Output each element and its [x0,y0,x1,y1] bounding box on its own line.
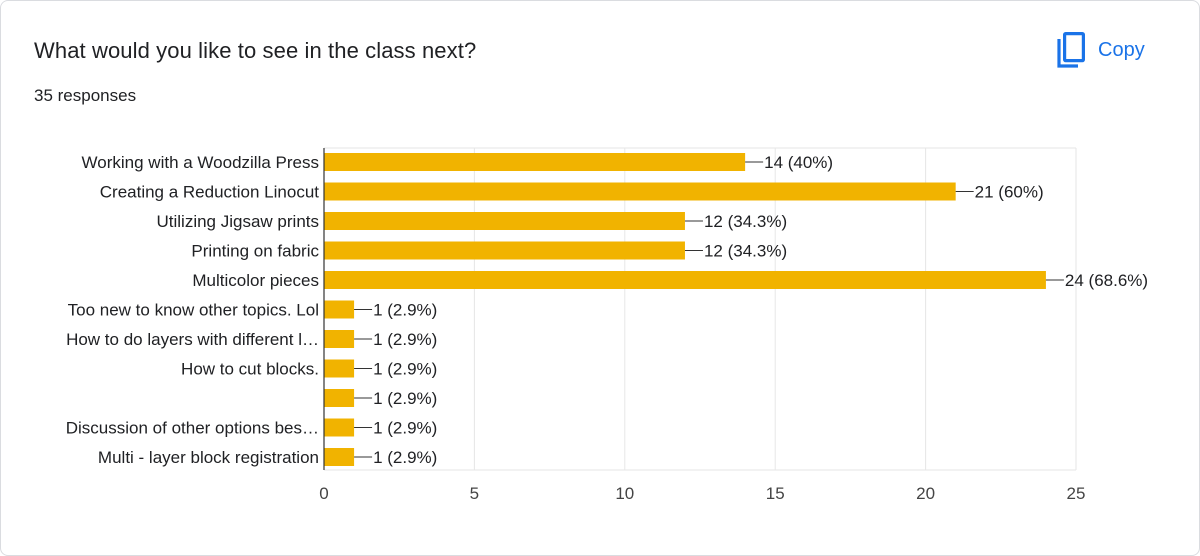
bar [324,212,685,230]
copy-label: Copy [1098,38,1145,61]
x-tick-label: 0 [319,484,328,503]
category-label: Multicolor pieces [192,271,319,290]
response-count: 35 responses [34,86,137,105]
bar [324,448,355,466]
bar [324,182,956,201]
category-label: Printing on fabric [191,242,319,261]
category-label: Utilizing Jigsaw prints [157,212,320,231]
bar [324,241,685,260]
x-tick-label: 25 [1067,484,1086,503]
value-label: 21 (60%) [975,183,1044,202]
bar [324,153,746,171]
bar [324,359,355,378]
value-label: 1 (2.9%) [373,301,437,320]
bar [324,330,355,348]
bar [324,418,355,437]
x-tick-label: 5 [470,484,479,503]
bar [324,271,1046,289]
value-label: 1 (2.9%) [373,330,437,349]
value-label: 1 (2.9%) [373,360,437,379]
x-tick-label: 20 [916,484,935,503]
category-label: Working with a Woodzilla Press [82,153,319,172]
x-tick-label: 15 [766,484,785,503]
value-label: 1 (2.9%) [373,448,437,467]
bar [324,300,355,319]
copy-icon [1056,31,1086,69]
category-label: How to cut blocks. [181,360,319,379]
value-label: 1 (2.9%) [373,419,437,438]
bar [324,389,355,407]
category-label: Creating a Reduction Linocut [100,183,320,202]
value-label: 14 (40%) [764,153,833,172]
category-label: Multi - layer block registration [98,448,319,467]
value-label: 12 (34.3%) [704,212,787,231]
value-label: 1 (2.9%) [373,389,437,408]
category-label: Too new to know other topics. Lol [68,301,319,320]
category-label: Discussion of other options bes… [66,419,319,438]
copy-button[interactable]: Copy [1056,28,1180,72]
category-label: How to do layers with different l… [66,330,319,349]
value-label: 24 (68.6%) [1065,271,1148,290]
x-tick-label: 10 [615,484,634,503]
value-label: 12 (34.3%) [704,242,787,261]
question-title: What would you like to see in the class … [34,38,477,63]
